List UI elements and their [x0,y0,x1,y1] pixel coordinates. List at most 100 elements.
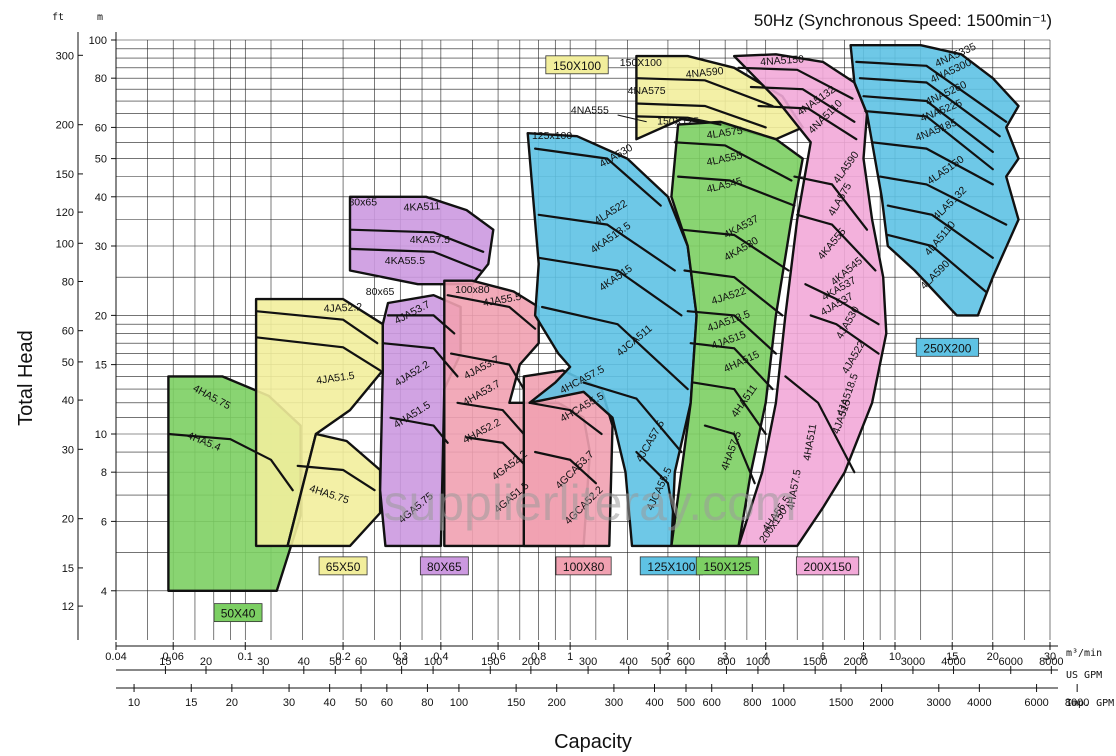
y-tick-label-m: 60 [95,122,107,134]
x-tick-label-impgpm: 3000 [927,697,951,709]
curve-150X125-0-0 [673,141,793,182]
x-tick-label-m3min: 20 [987,651,999,663]
y-tick-label-ft: 12 [62,601,74,613]
y-tick-label-ft: 40 [62,395,74,407]
curve-100X80-1-1 [534,450,597,485]
y-tick-label-ft: 200 [56,120,74,132]
model-label: 4LA575 [706,125,744,142]
y-tick-label-ft: 60 [62,326,74,338]
x-tick-label-m3min: 0.6 [490,651,505,663]
series-label-box [318,556,368,576]
curve-250X200-0-4 [871,141,994,186]
x-tick-label-usgpm: 3000 [901,656,925,668]
y-tick-label-ft: 120 [56,207,74,219]
x-tick-label-usgpm: 300 [579,656,597,668]
curve-125X100-0-5 [635,450,676,523]
x-tick-label-usgpm: 6000 [998,656,1022,668]
x-tick-label-usgpm: 4000 [941,656,965,668]
x-tick-label-impgpm: 60 [381,697,393,709]
x-tick-label-usgpm: 500 [651,656,669,668]
y-tick-label-ft: 80 [62,276,74,288]
series-label-box [545,55,609,75]
y-tick-label-m: 20 [95,310,107,322]
x-tick-label-m3min: 30 [1044,651,1056,663]
curve-125X100-0-3 [541,305,689,391]
model-label: 4NA555 [571,105,609,117]
curve-150X125-0-2 [680,228,790,272]
x-tick-label-impgpm: 30 [283,697,295,709]
x-tick-label-m3min: 0.8 [531,651,546,663]
curve-250X200-0-3 [864,110,994,171]
curve-200X150-0-0 [737,66,854,100]
curve-200X150-0-3 [793,175,869,231]
x-tick-label-usgpm: 50 [329,656,341,668]
x-tick-label-m3min: 3 [722,651,728,663]
series-label: 50X40 [221,607,256,621]
model-label: 4KA55.5 [385,255,425,267]
region-125X100-0 [526,132,698,548]
curve-125X100-0-2 [537,256,683,317]
curve-150X125-0-4 [686,310,777,355]
x-tick-label-impgpm: 1000 [772,697,796,709]
y-tick-label-m: 30 [95,241,107,253]
performance-curves [167,60,1008,523]
x-tick-label-m3min: 0.04 [105,651,126,663]
x-tick-label-impgpm: 80 [421,697,433,709]
series-label-box [695,556,760,576]
curve-250X200-0-0 [855,60,1008,123]
curve-150X100-0-1 [635,102,767,129]
x-tick-label-m3min: 0.2 [335,651,350,663]
x-tick-label-impgpm: 8000 [1065,697,1089,709]
x-tick-label-m3min: 0.4 [433,651,448,663]
curve-125X100-0-0 [534,147,662,207]
x-tick-label-impgpm: 200 [548,697,566,709]
x-tick-label-impgpm: 50 [355,697,367,709]
series-label: 80X65 [427,560,462,574]
x-tick-label-impgpm: 15 [185,697,197,709]
curve-80X65-0-1 [348,247,482,272]
x-tick-label-impgpm: 600 [703,697,721,709]
curve-65X50-1-0 [296,464,376,492]
x-tick-label-impgpm: 40 [324,697,336,709]
curve-150X125-0-7 [703,424,756,485]
curve-100X80-0-2 [456,401,525,436]
model-label: 4NA5150 [760,53,805,68]
x-tick-label-usgpm: 150 [481,656,499,668]
x-tick-label-m3min: 4 [763,651,769,663]
series-labels: 50X40 65X50 80X65 100X80 125X100 150X100 150X1… [213,55,980,623]
x-tick-label-usgpm: 30 [257,656,269,668]
axes: 4681015203040506080100121520304050608010… [56,32,1089,709]
x-unit-usgpm: US GPM [1066,670,1102,681]
x-tick-label-impgpm: 2000 [869,697,893,709]
model-label: 4JA52.2 [323,301,362,315]
model-label: 4KA511 [403,200,440,214]
chart-title: 50Hz (Synchronous Speed: 1500min⁻¹) [754,11,1052,30]
curve-150X125-0-6 [692,381,767,436]
curve-80X65-1-0 [386,314,456,335]
x-tick-label-usgpm: 20 [200,656,212,668]
x-tick-label-usgpm: 60 [355,656,367,668]
series-label-box [795,556,860,576]
curve-200X150-0-6 [809,314,880,355]
x-tick-label-impgpm: 6000 [1024,697,1048,709]
model-label: 4KA57.5 [410,234,450,246]
model-label: 80x65 [366,286,395,298]
x-tick-label-impgpm: 100 [450,697,468,709]
y-tick-label-m: 6 [101,516,107,528]
model-label: 150X125 [657,116,699,128]
series-label: 125X100 [647,560,695,574]
x-tick-label-usgpm: 1000 [746,656,770,668]
y-tick-label-m: 50 [95,154,107,166]
series-label-box [419,556,469,576]
x-unit-m3min: m³/min [1066,648,1102,659]
curve-65X50-0-0 [255,310,379,345]
curve-100X80-0-3 [465,436,525,465]
y-axis-title: Total Head [15,330,37,426]
curve-200X150-0-5 [804,283,880,326]
y-tick-label-m: 4 [101,586,107,598]
y-tick-label-ft: 150 [56,169,74,181]
x-tick-label-m3min: 0.06 [162,651,183,663]
series-label: 200X150 [804,560,852,574]
model-label: 80x65 [348,197,377,209]
